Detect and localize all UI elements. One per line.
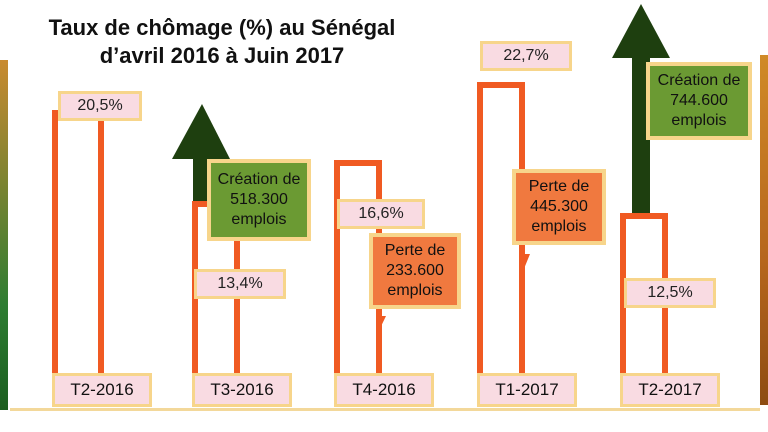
annotation-perte-t4-2016: Perte de 233.600 emplois [369, 233, 461, 309]
baseline [10, 408, 760, 411]
category-label-t4-2016: T4-2016 [334, 373, 434, 407]
annotation-value: 233.600 [386, 262, 444, 279]
annotation-line: emplois [671, 112, 727, 129]
value-label-t1-2017: 22,7% [480, 41, 572, 71]
annotation-line: Création de [217, 171, 301, 188]
annotation-value: 518.300 [230, 191, 288, 208]
annotation-line: Perte de [384, 242, 446, 259]
category-label-t2-2017: T2-2017 [620, 373, 720, 407]
category-label-t3-2016: T3-2016 [192, 373, 292, 407]
left-decorative-border [0, 60, 8, 410]
value-label-t3-2016: 13,4% [194, 269, 286, 299]
annotation-perte-t1-2017: Perte de 445.300 emplois [512, 169, 606, 245]
chart-title: Taux de chômage (%) au Sénégal d’avril 2… [12, 14, 432, 70]
value-label-t4-2016: 16,6% [337, 199, 425, 229]
bar-t2-2016 [52, 110, 104, 373]
value-label-t2-2017: 12,5% [624, 278, 716, 308]
right-decorative-border [760, 55, 768, 405]
annotation-line: emplois [387, 282, 443, 299]
annotation-creation-t2-2017: Création de 744.600 emplois [646, 62, 752, 140]
category-label-t1-2017: T1-2017 [477, 373, 577, 407]
title-line-1: Taux de chômage (%) au Sénégal [48, 15, 396, 40]
annotation-value: 744.600 [670, 92, 728, 109]
value-label-t2-2016: 20,5% [58, 91, 142, 121]
category-label-t2-2016: T2-2016 [52, 373, 152, 407]
annotation-value: 445.300 [530, 198, 588, 215]
annotation-line: Création de [657, 72, 741, 89]
annotation-line: emplois [231, 211, 287, 228]
annotation-creation-t3-2016: Création de 518.300 emplois [207, 159, 311, 241]
annotation-line: emplois [531, 218, 587, 235]
title-line-2: d’avril 2016 à Juin 2017 [99, 43, 345, 68]
annotation-line: Perte de [528, 178, 590, 195]
